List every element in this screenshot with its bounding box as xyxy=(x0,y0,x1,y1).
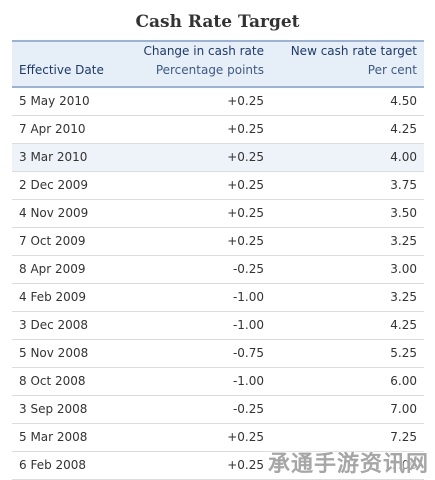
table-row: 5 Mar 2008 +0.25 7.25 xyxy=(12,423,424,452)
effective-date-cell: 7 Apr 2010 xyxy=(12,115,132,144)
table-row: 4 Feb 2009 -1.00 3.25 xyxy=(12,283,424,312)
table-row: 6 Feb 2008 +0.25 7.00 xyxy=(12,451,424,480)
change-cell: +0.25 xyxy=(132,227,272,256)
change-cell: -1.00 xyxy=(132,367,272,396)
change-cell: -0.75 xyxy=(132,339,272,368)
table-row: 3 Dec 2008 -1.00 4.25 xyxy=(12,311,424,340)
table-row: 2 Dec 2009 +0.25 3.75 xyxy=(12,171,424,200)
effective-date-cell: 2 Dec 2009 xyxy=(12,171,132,200)
table-row: 5 May 2010 +0.25 4.50 xyxy=(12,87,424,116)
effective-date-cell: 7 Oct 2009 xyxy=(12,227,132,256)
new-rate-cell: 7.25 xyxy=(272,423,424,452)
table-row: 7 Apr 2010 +0.25 4.25 xyxy=(12,115,424,144)
change-cell: -0.25 xyxy=(132,255,272,284)
new-rate-cell: 7.00 xyxy=(272,451,424,480)
header-effective-date-label: Effective Date xyxy=(19,63,104,77)
effective-date-cell: 4 Feb 2009 xyxy=(12,283,132,312)
header-new-rate: New cash rate target Per cent xyxy=(272,41,424,87)
change-cell: +0.25 xyxy=(132,423,272,452)
new-rate-cell: 4.25 xyxy=(272,311,424,340)
header-effective-date: Effective Date xyxy=(12,41,132,87)
change-cell: -1.00 xyxy=(132,283,272,312)
change-cell: -1.00 xyxy=(132,311,272,340)
table-row: 3 Sep 2008 -0.25 7.00 xyxy=(12,395,424,424)
effective-date-cell: 8 Apr 2009 xyxy=(12,255,132,284)
new-rate-cell: 6.00 xyxy=(272,367,424,396)
header-change-unit: Percentage points xyxy=(155,63,264,77)
table-row: 8 Apr 2009 -0.25 3.00 xyxy=(12,255,424,284)
effective-date-cell: 3 Sep 2008 xyxy=(12,395,132,424)
table-row: 4 Nov 2009 +0.25 3.50 xyxy=(12,199,424,228)
effective-date-cell: 3 Dec 2008 xyxy=(12,311,132,340)
new-rate-cell: 3.25 xyxy=(272,227,424,256)
table-row: 5 Nov 2008 -0.75 5.25 xyxy=(12,339,424,368)
new-rate-cell: 3.00 xyxy=(272,255,424,284)
table-row: 3 Mar 2010 +0.25 4.00 xyxy=(12,143,424,172)
header-new-rate-label: New cash rate target xyxy=(290,44,417,58)
change-cell: +0.25 xyxy=(132,143,272,172)
header-new-rate-unit: Per cent xyxy=(367,63,417,77)
new-rate-cell: 7.00 xyxy=(272,395,424,424)
new-rate-cell: 4.00 xyxy=(272,143,424,172)
cash-rate-table: Effective Date Change in cash rate Perce… xyxy=(12,40,424,480)
header-change: Change in cash rate Percentage points xyxy=(132,41,272,87)
effective-date-cell: 4 Nov 2009 xyxy=(12,199,132,228)
effective-date-cell: 6 Feb 2008 xyxy=(12,451,132,480)
new-rate-cell: 4.50 xyxy=(272,87,424,116)
new-rate-cell: 3.25 xyxy=(272,283,424,312)
watermark: 承通手游资讯网 xyxy=(267,452,429,477)
effective-date-cell: 5 Mar 2008 xyxy=(12,423,132,452)
change-cell: +0.25 xyxy=(132,199,272,228)
change-cell: +0.25 xyxy=(132,115,272,144)
header-change-label: Change in cash rate xyxy=(143,44,264,58)
new-rate-cell: 4.25 xyxy=(272,115,424,144)
effective-date-cell: 5 May 2010 xyxy=(12,87,132,116)
effective-date-cell: 5 Nov 2008 xyxy=(12,339,132,368)
effective-date-cell: 8 Oct 2008 xyxy=(12,367,132,396)
table-row: 8 Oct 2008 -1.00 6.00 xyxy=(12,367,424,396)
change-cell: +0.25 xyxy=(132,451,272,480)
page-title: Cash Rate Target xyxy=(135,12,300,32)
new-rate-cell: 3.75 xyxy=(272,171,424,200)
change-cell: +0.25 xyxy=(132,171,272,200)
change-cell: +0.25 xyxy=(132,87,272,116)
new-rate-cell: 3.50 xyxy=(272,199,424,228)
table-row: 7 Oct 2009 +0.25 3.25 xyxy=(12,227,424,256)
new-rate-cell: 5.25 xyxy=(272,339,424,368)
effective-date-cell: 3 Mar 2010 xyxy=(12,143,132,172)
table-header-row: Effective Date Change in cash rate Perce… xyxy=(12,41,424,87)
change-cell: -0.25 xyxy=(132,395,272,424)
